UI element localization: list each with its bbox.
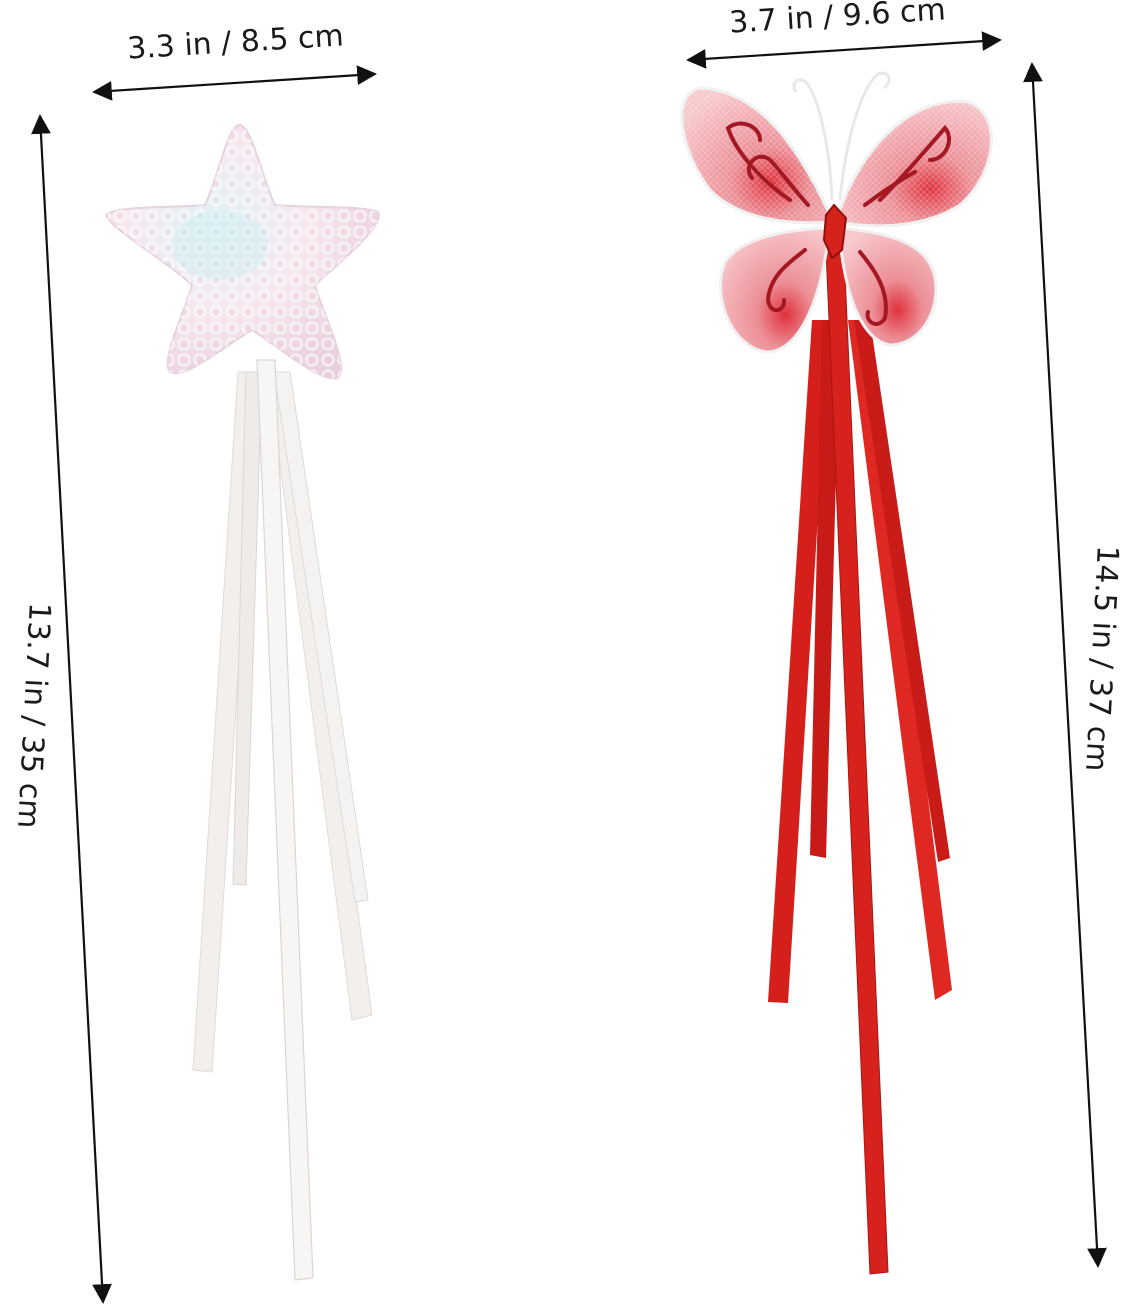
white-stick: [256, 359, 314, 1281]
star-height-dimension: 13.7 in / 35 cm: [10, 114, 112, 1304]
butterfly-width-label: 3.7 in / 9.6 cm: [728, 0, 946, 41]
star-height-label: 13.7 in / 35 cm: [10, 602, 57, 830]
star-wand: [104, 124, 380, 1281]
antennae: [792, 71, 891, 201]
star-width-dimension: 3.3 in / 8.5 cm: [92, 18, 377, 101]
butterfly-wand: [680, 71, 993, 1275]
red-ribbons: [768, 320, 952, 1003]
star-width-label: 3.3 in / 8.5 cm: [126, 18, 344, 66]
butterfly-height-dimension: 14.5 in / 37 cm: [1023, 62, 1122, 1268]
butterfly-width-dimension: 3.7 in / 9.6 cm: [686, 0, 1002, 69]
butterfly-wings: [680, 86, 993, 354]
butterfly-height-label: 14.5 in / 37 cm: [1078, 545, 1122, 773]
sequin-star: [104, 124, 380, 380]
white-ribbons: [192, 371, 373, 1073]
butterfly-gem: [822, 203, 848, 260]
